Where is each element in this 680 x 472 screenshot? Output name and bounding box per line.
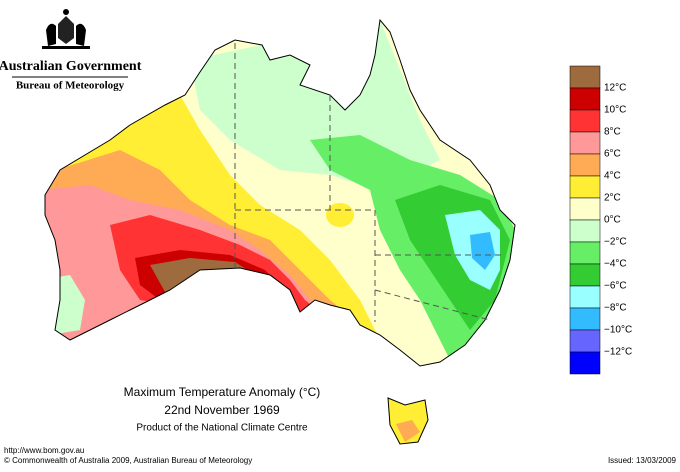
legend-swatch <box>569 197 601 221</box>
footer-issued: Issued: 13/03/2009 <box>608 456 677 465</box>
tasmania-contour <box>396 420 420 442</box>
legend-label: 12°C <box>604 83 626 94</box>
legend-label: −6°C <box>604 281 627 292</box>
government-name: Australian Government <box>0 59 142 74</box>
legend-swatch <box>569 307 601 331</box>
legend-label: 2°C <box>604 193 621 204</box>
legend-label: −4°C <box>604 259 627 270</box>
legend-swatch <box>569 329 601 353</box>
legend-label: −10°C <box>604 325 632 336</box>
legend-swatch <box>569 285 601 309</box>
legend-swatch <box>569 131 601 155</box>
map-product: Product of the National Climate Centre <box>136 423 308 434</box>
legend-label: −8°C <box>604 303 627 314</box>
legend-label: −2°C <box>604 237 627 248</box>
legend-swatch <box>569 175 601 199</box>
legend-swatch <box>569 351 601 375</box>
coat-of-arms <box>42 9 90 49</box>
legend-label: 6°C <box>604 149 621 160</box>
legend-label: 10°C <box>604 105 626 116</box>
legend: 12°C 10°C 8°C 6°C 4°C 2°C 0°C −2°C −4°C −6°C −8°C −… <box>569 65 632 375</box>
legend-swatch <box>569 153 601 177</box>
legend-swatch <box>569 65 601 89</box>
legend-swatch <box>569 263 601 287</box>
legend-swatch <box>569 241 601 265</box>
legend-label: −12°C <box>604 347 632 358</box>
footer-url: http://www.bom.gov.au <box>4 446 84 455</box>
legend-label: 8°C <box>604 127 621 138</box>
legend-swatch <box>569 109 601 133</box>
map-date: 22nd November 1969 <box>164 403 280 417</box>
legend-label: 0°C <box>604 215 621 226</box>
legend-swatch <box>569 87 601 111</box>
bureau-name: Bureau of Meteorology <box>16 80 125 92</box>
legend-label: 4°C <box>604 171 621 182</box>
footer-copyright: © Commonwealth of Australia 2009, Austra… <box>4 456 252 465</box>
state-borders <box>234 43 505 322</box>
legend-swatch <box>569 219 601 243</box>
map-title: Maximum Temperature Anomaly (°C) <box>124 385 321 399</box>
